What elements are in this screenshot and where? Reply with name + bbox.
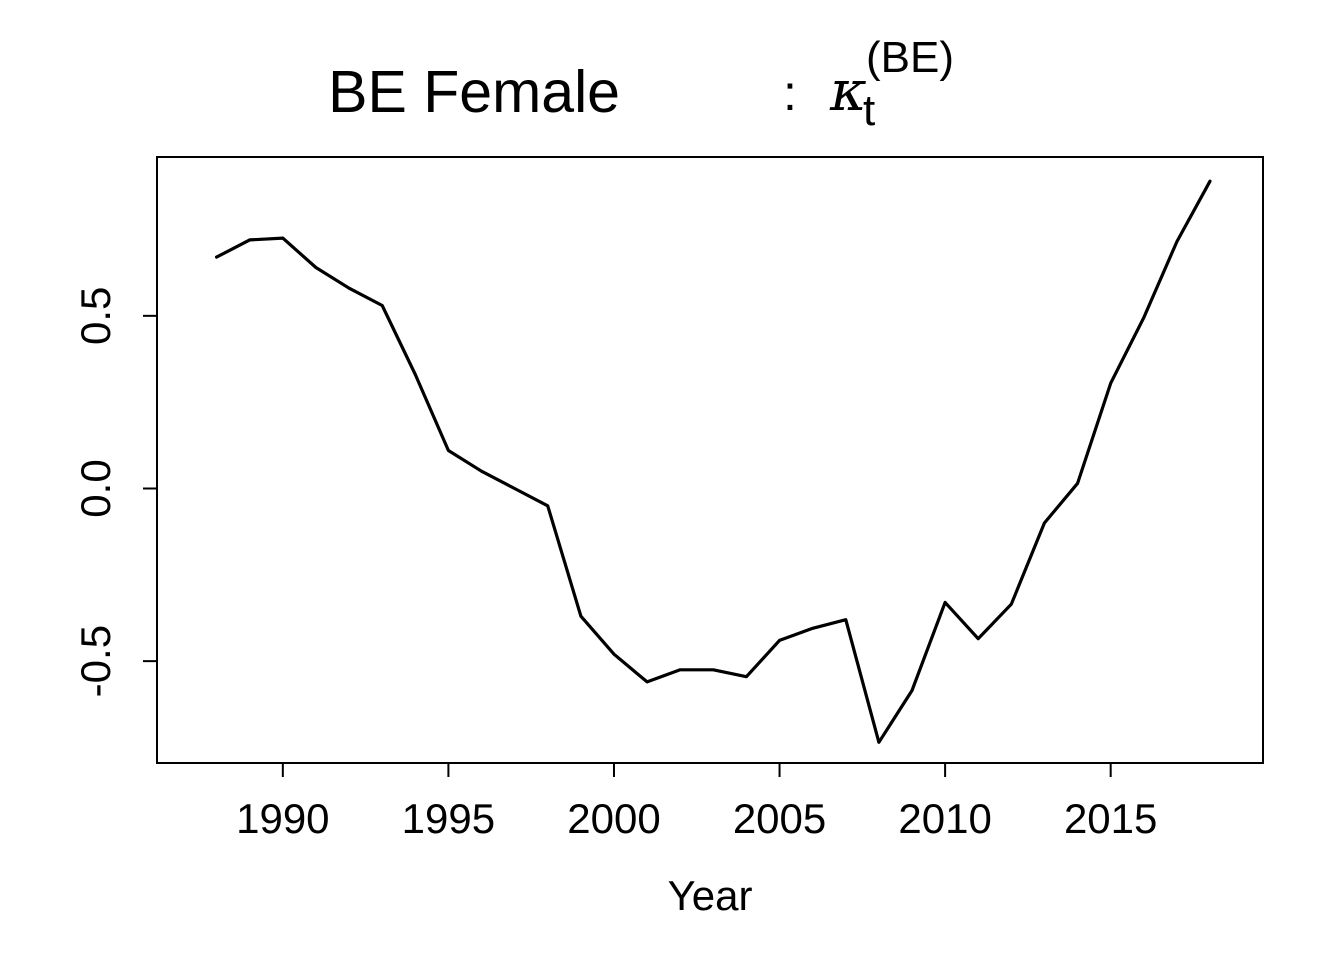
x-tick-label: 1995 [402, 795, 495, 842]
x-tick-label: 1990 [236, 795, 329, 842]
title-main: BE Female [328, 59, 620, 125]
title-superscript: (BE) [866, 33, 954, 82]
series-line-0 [215, 179, 1212, 744]
title-subscript: t [863, 86, 875, 135]
y-axis: -0.5 0.0 0.5 [72, 287, 158, 697]
x-tick-label: 2005 [733, 795, 826, 842]
title-separator: : [783, 65, 797, 121]
x-axis: 1990 1995 2000 2005 2010 2015 [236, 762, 1157, 842]
y-tick-label: -0.5 [72, 625, 119, 697]
y-tick-label: 0.0 [72, 459, 119, 517]
x-tick-label: 2015 [1064, 795, 1157, 842]
chart-title: BE Female : κ t (BE) [328, 33, 954, 135]
x-tick-label: 2000 [567, 795, 660, 842]
title-kappa-symbol: κ [829, 59, 867, 124]
x-axis-label: Year [668, 872, 753, 919]
series-layer [215, 179, 1212, 744]
x-tick-label: 2010 [898, 795, 991, 842]
y-tick-label: 0.5 [72, 287, 119, 345]
